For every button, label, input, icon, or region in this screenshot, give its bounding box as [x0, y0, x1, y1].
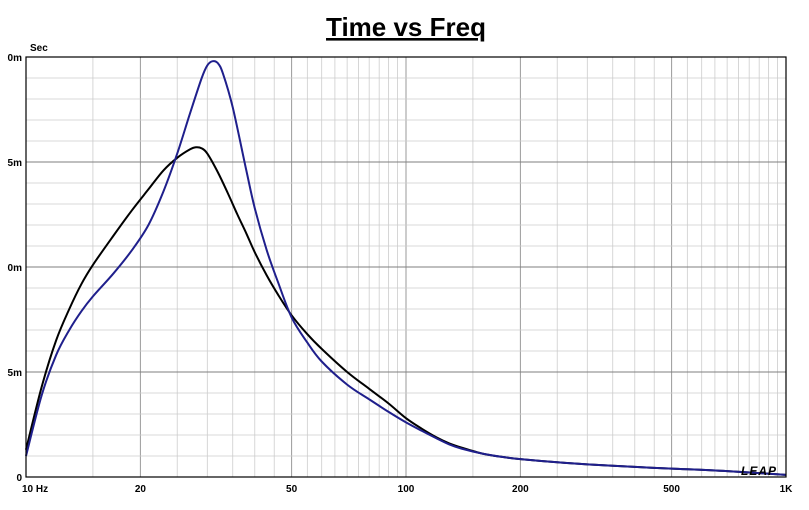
x-tick-label: 100 — [398, 484, 415, 495]
x-tick-label: 20 — [135, 484, 147, 495]
y-tick-label: 0m — [8, 53, 23, 64]
grid — [26, 56, 786, 478]
series-line-2 — [25, 60, 787, 476]
y-tick-label: 0 — [16, 473, 22, 484]
x-tick-label: 1K — [780, 484, 794, 495]
chart-title: Time vs Freq — [326, 12, 486, 42]
leap-logo: LEAP — [741, 464, 777, 478]
y-tick-label: 5m — [8, 158, 23, 169]
y-unit-label: Sec — [30, 43, 48, 54]
series-layer — [25, 60, 787, 476]
plot-frame — [25, 56, 787, 478]
x-tick-label: 500 — [663, 484, 680, 495]
x-tick-label: 10 Hz — [22, 484, 48, 495]
y-tick-label: 0m — [8, 263, 23, 274]
x-tick-label: 50 — [286, 484, 298, 495]
tick-labels: 10 Hz 20 50 100 200 500 1K 0 5m 0m 5m 0m — [8, 53, 794, 495]
x-tick-label: 200 — [512, 484, 529, 495]
y-tick-label: 5m — [8, 368, 23, 379]
